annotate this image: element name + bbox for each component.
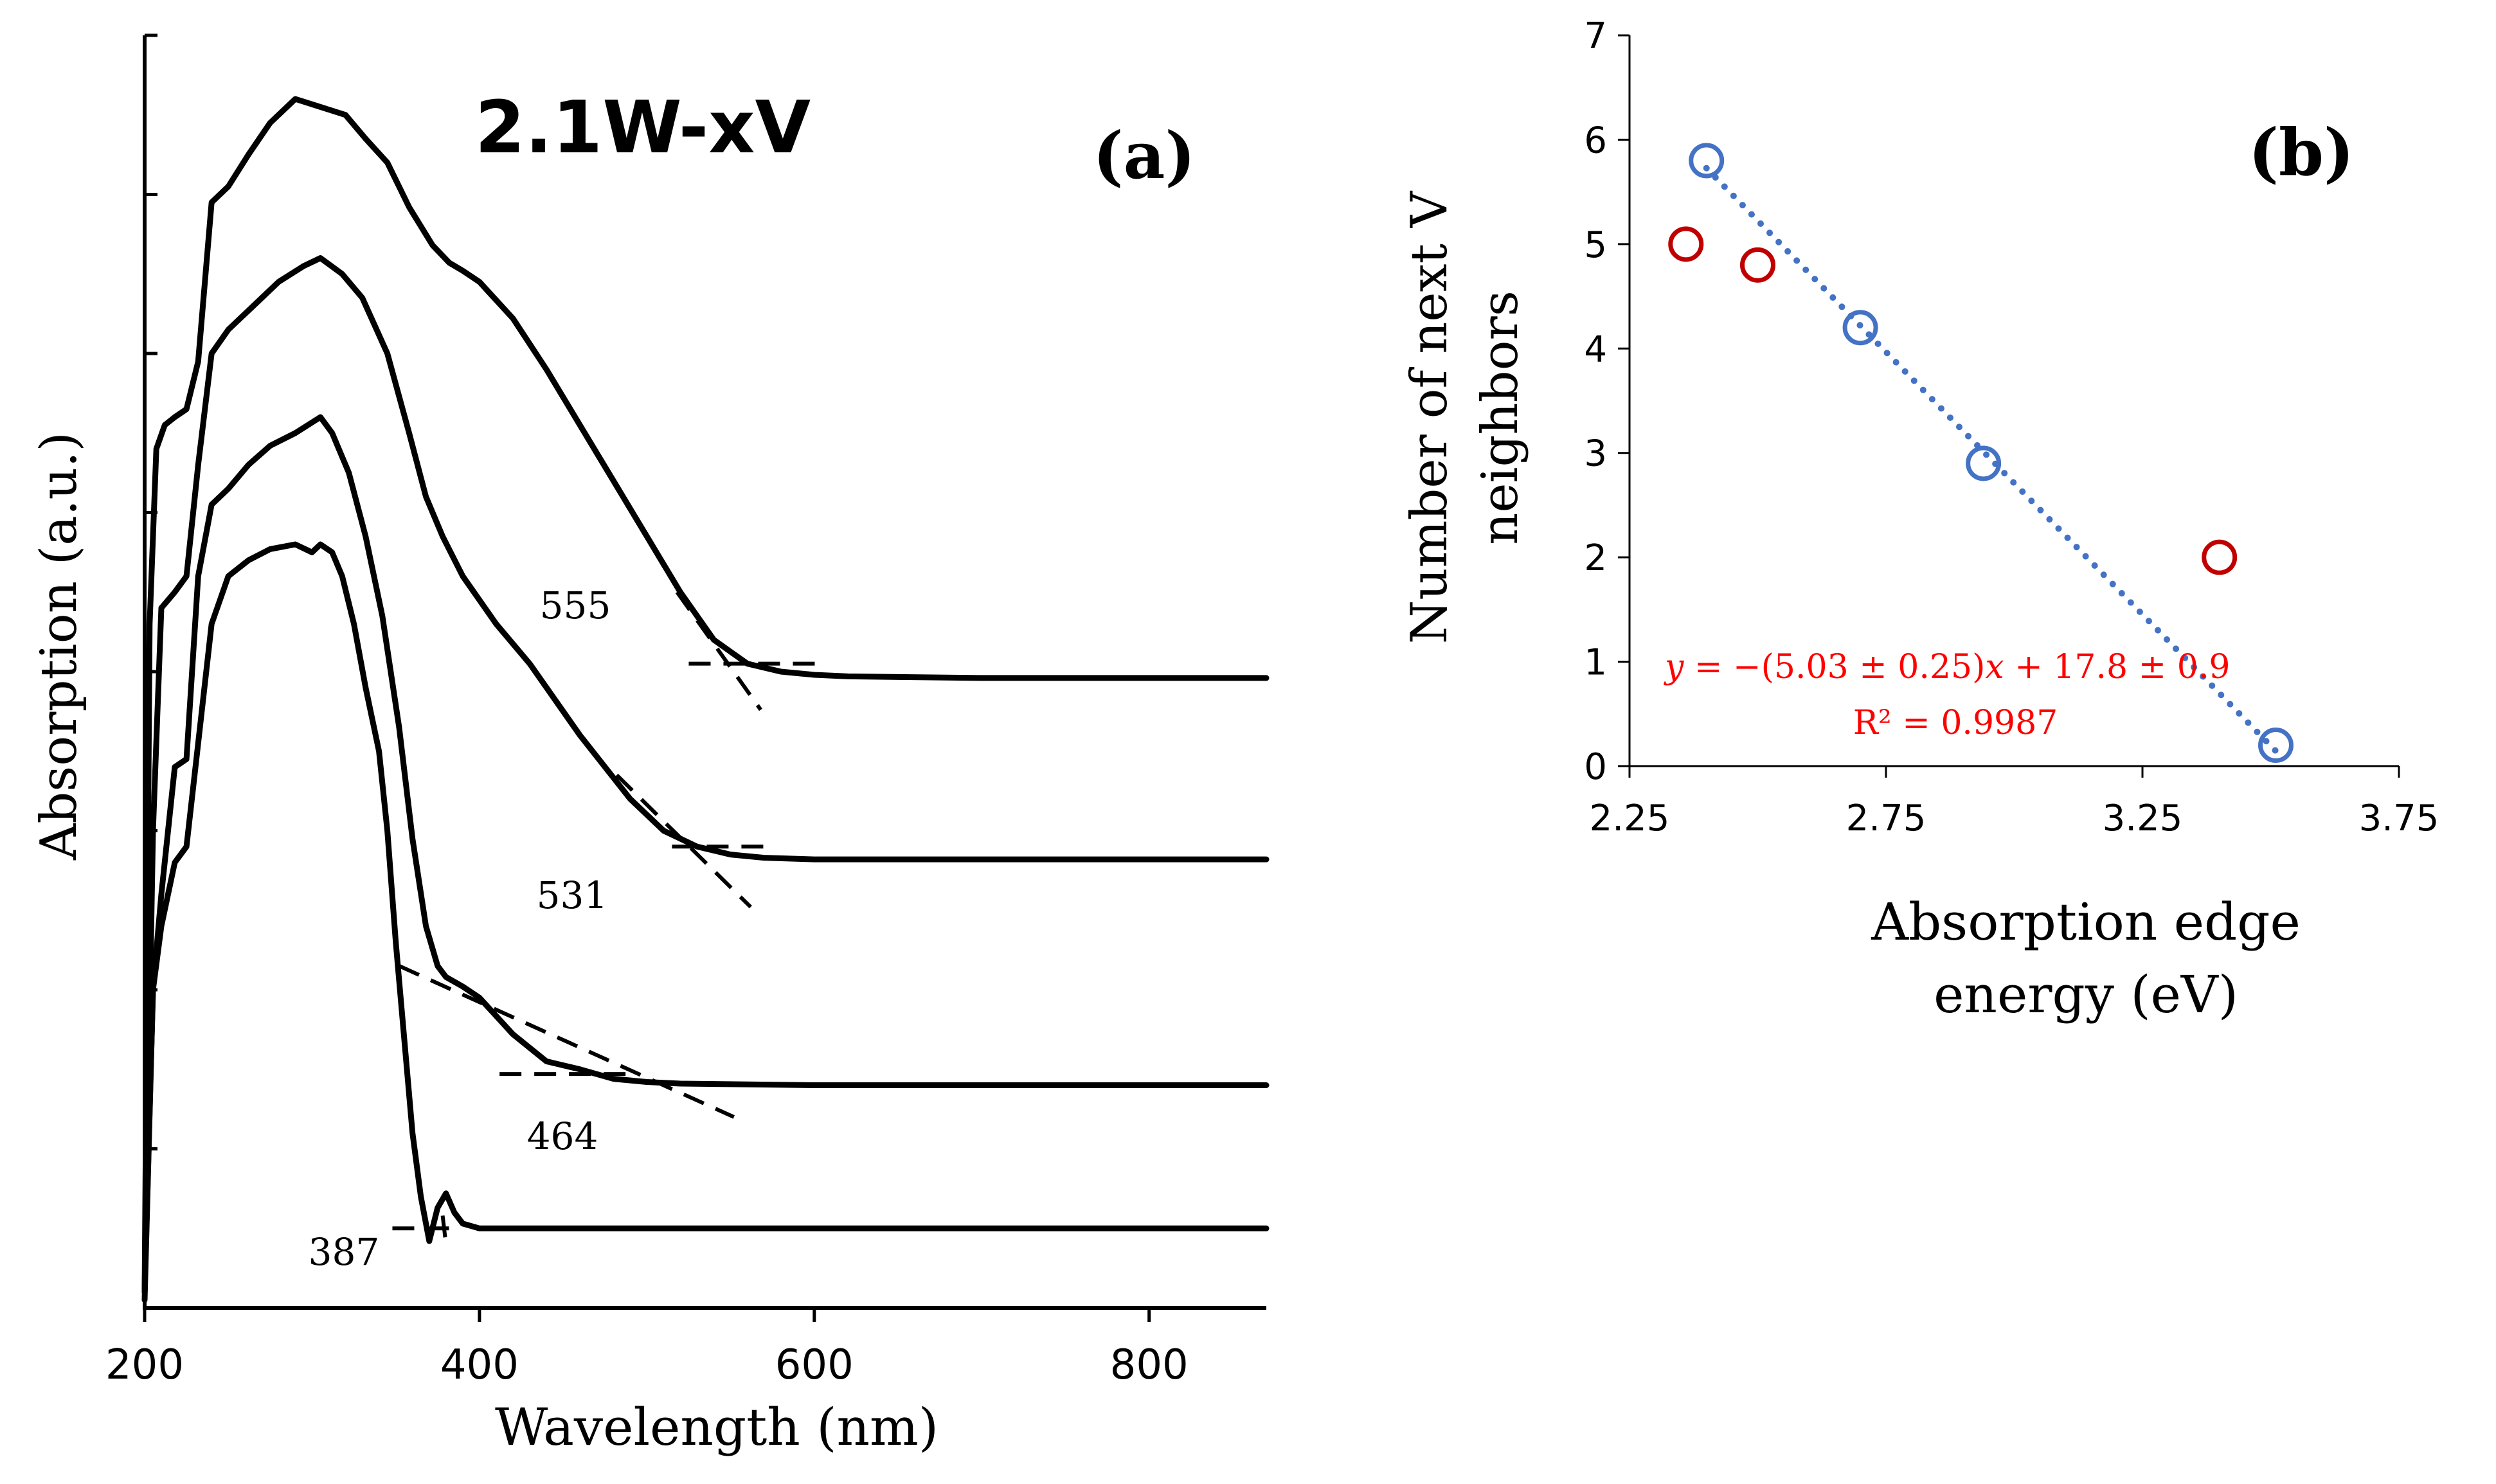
trendline-equation: y = −(5.03 ± 0.25)x + 17.8 ± 0.9 (1664, 648, 2230, 686)
equation-slope: = −(5.03 ± 0.25) (1683, 648, 1985, 686)
equation-intercept: + 17.8 ± 0.9 (2004, 648, 2231, 686)
panel-b-x-tick-label-0: 2.25 (1590, 798, 1670, 839)
panel-b-y-ticks (1618, 34, 1630, 767)
panel-a-x-tick-label-200: 200 (105, 1341, 184, 1389)
panel-b-y-tick-label-6: 6 (1584, 120, 1607, 161)
panel-a-label: (a) (1093, 118, 1195, 193)
panel-a-tangent-lines (392, 591, 823, 1245)
panel-a-x-tick-label-400: 400 (440, 1341, 519, 1389)
point-fitted-1 (1842, 310, 1878, 346)
panel-b-y-tick-label-0: 0 (1584, 746, 1607, 788)
equation-x-var: x (1985, 648, 2004, 686)
panel-a-x-ticks (143, 1308, 1151, 1322)
panel-b-y-tick-labels: 0 1 2 3 4 5 6 7 (1584, 15, 1607, 788)
panel-b-y-tick-label-1: 1 (1584, 642, 1607, 684)
panel-a-uv-vis-spectra: 200 400 600 800 2.1W-xV (a) 555 531 464 387… (30, 33, 1270, 1457)
panel-b-y-tick-label-4: 4 (1584, 328, 1607, 370)
edge-label-464: 464 (527, 1114, 598, 1158)
panel-b-y-axis-title-line1: Number of next V (1401, 190, 1459, 644)
panel-b-x-tick-label-3: 3.75 (2359, 798, 2439, 839)
r-squared-label: R² = 0.9987 (1853, 704, 2058, 742)
panel-a-x-axis-title: Wavelength (nm) (495, 1397, 938, 1457)
point-outliers-0 (1668, 226, 1704, 262)
panel-a-x-tick-label-600: 600 (775, 1341, 854, 1389)
panel-b-y-axis-title-line2: neighbors (1471, 291, 1529, 545)
panel-b-points-group (1668, 143, 2294, 764)
panel-b-y-tick-label-5: 5 (1584, 224, 1607, 266)
panel-b-y-tick-label-2: 2 (1584, 537, 1607, 579)
point-outliers-2 (2202, 539, 2238, 575)
series-curve-464 (141, 414, 1270, 1303)
panel-b-x-axis-title-line1: Absorption edge (1871, 892, 2301, 952)
equation-y-var: y (1664, 648, 1684, 686)
panel-a-x-tick-labels: 200 400 600 800 (105, 1341, 1189, 1389)
panel-b-x-tick-labels: 2.25 2.75 3.25 3.75 (1590, 798, 2439, 839)
panel-a-title: 2.1W-xV (475, 86, 811, 170)
series-curve-531 (141, 255, 1270, 1295)
edge-tangent-464 (398, 964, 735, 1119)
point-fitted-2 (1966, 445, 2002, 481)
edge-tangent-555 (675, 591, 762, 711)
point-fitted-3 (2258, 728, 2294, 764)
edge-label-555: 555 (540, 584, 611, 627)
panel-a-series-group (141, 96, 1270, 1303)
panel-b-x-ticks (1628, 766, 2400, 778)
panel-b-y-tick-label-3: 3 (1584, 433, 1607, 475)
point-outliers-1 (1740, 247, 1775, 283)
panel-b-x-axis-title-line2: energy (eV) (1934, 965, 2238, 1024)
panel-b-label: (b) (2249, 114, 2355, 190)
point-fitted-0 (1689, 143, 1725, 179)
panel-b-y-tick-label-7: 7 (1584, 15, 1607, 57)
panel-b-x-tick-label-2: 3.25 (2103, 798, 2183, 839)
edge-label-531: 531 (537, 873, 608, 917)
panel-a-y-axis-title: Absorption (a.u.) (30, 432, 88, 861)
panel-a-x-tick-label-800: 800 (1110, 1341, 1189, 1389)
series-curve-555 (141, 96, 1270, 1295)
edge-tangent-531 (615, 773, 752, 909)
panel-b-scatter-plot: 0 1 2 3 4 5 6 7 2.25 2.75 3.25 3.75 (b) y = −(5.03… (1401, 15, 2439, 1024)
edge-label-387: 387 (309, 1230, 380, 1274)
panel-b-x-tick-label-1: 2.75 (1846, 798, 1926, 839)
series-curve-387 (141, 541, 1270, 1295)
